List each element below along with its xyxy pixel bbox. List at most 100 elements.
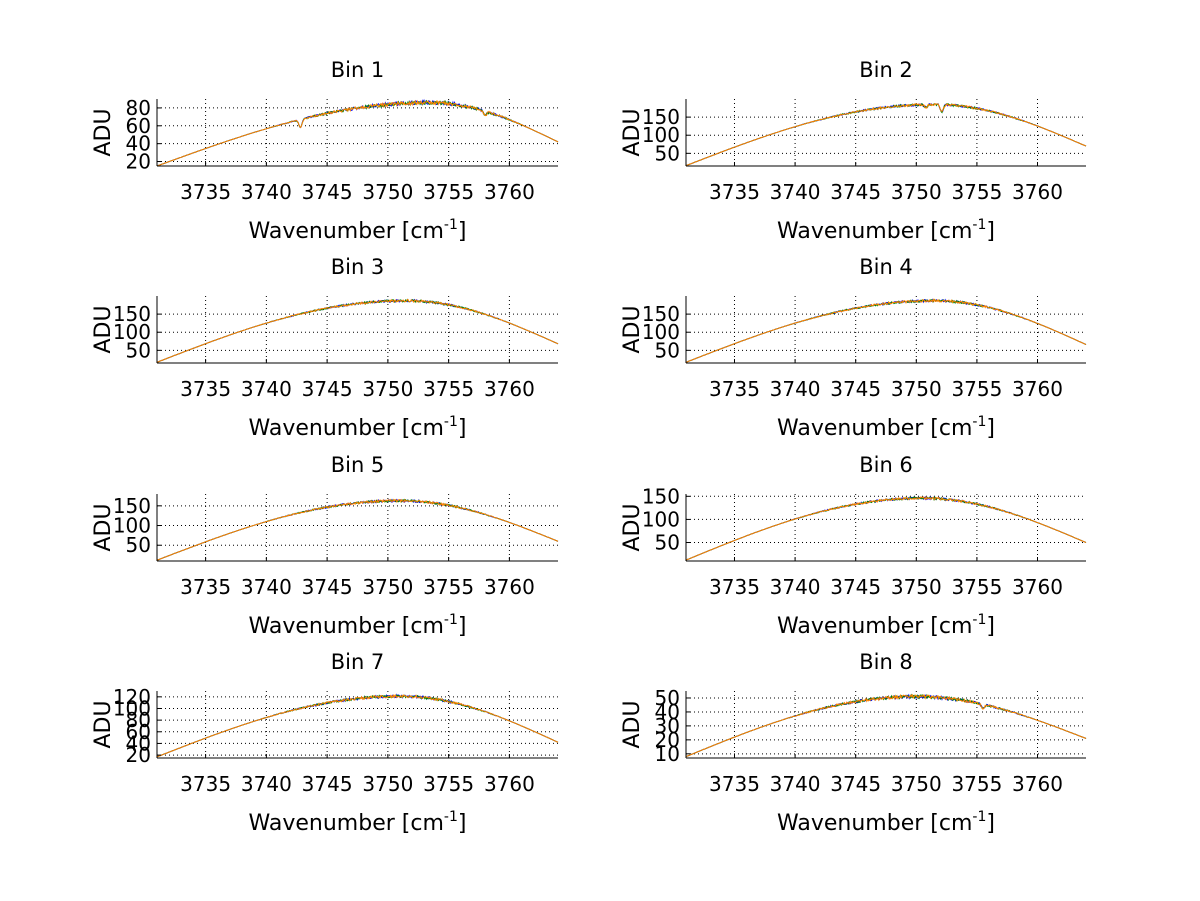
x-axis-label-main: Wavenumber [cm <box>777 614 972 639</box>
x-tick-label: 3755 <box>951 377 1002 401</box>
subplot-title: Bin 4 <box>859 255 913 279</box>
y-tick-label: 150 <box>113 302 151 326</box>
y-tick-label: 150 <box>642 484 680 508</box>
subplot-bin-7: Bin 7 3735 3740 3745 3750 3755 3760 20406080100… <box>91 650 559 836</box>
subplot-title: Bin 6 <box>859 453 913 477</box>
x-tick-label: 3740 <box>241 180 292 204</box>
y-axis-label: ADU <box>620 108 645 156</box>
x-axis-label: Wavenumber [cm-1] <box>249 414 467 441</box>
subplot-title: Bin 3 <box>331 255 385 279</box>
x-tick-label: 3760 <box>484 180 535 204</box>
y-tick-label: 120 <box>113 685 151 709</box>
y-tick-label: 20 <box>126 150 151 174</box>
x-tick-label: 3755 <box>423 575 474 599</box>
y-tick-label: 100 <box>642 320 680 344</box>
x-axis-label-sup: -1 <box>972 612 986 628</box>
y-tick-label: 60 <box>126 720 151 744</box>
y-tick-label: 100 <box>642 507 680 531</box>
x-tick-label: 3750 <box>362 575 413 599</box>
x-axis-label-main: Wavenumber [cm <box>249 811 444 836</box>
x-tick-label: 3745 <box>830 575 881 599</box>
x-axis-label-main: Wavenumber [cm <box>777 811 972 836</box>
x-tick-label: 3735 <box>709 377 760 401</box>
y-tick-label: 40 <box>655 700 680 724</box>
spectrum-series-3 <box>685 693 1087 758</box>
x-axis-label-sup: -1 <box>444 414 458 430</box>
y-tick-label: 150 <box>642 302 680 326</box>
y-tick-label: 50 <box>655 338 680 362</box>
x-axis-label: Wavenumber [cm-1] <box>777 217 995 244</box>
subplot-title: Bin 8 <box>859 650 913 674</box>
spectrum-series-3 <box>156 694 559 758</box>
x-tick-label: 3750 <box>891 180 942 204</box>
y-tick-label: 40 <box>126 731 151 755</box>
y-tick-label: 100 <box>642 123 680 147</box>
x-axis-label: Wavenumber [cm-1] <box>249 217 467 244</box>
x-tick-label: 3750 <box>891 772 942 796</box>
spectrum-series-3 <box>685 495 1087 561</box>
subplot-title: Bin 2 <box>859 58 913 82</box>
x-axis-label-sup: -1 <box>972 809 986 825</box>
x-tick-label: 3760 <box>484 772 535 796</box>
spectrum-series-3 <box>156 498 559 561</box>
x-tick-label: 3740 <box>241 575 292 599</box>
x-axis-label-main: Wavenumber [cm <box>249 219 444 244</box>
subplot-title: Bin 5 <box>331 453 385 477</box>
x-axis-label-end: ] <box>458 811 467 836</box>
x-tick-label: 3755 <box>951 575 1002 599</box>
spectrum-series-3 <box>156 99 559 167</box>
y-axis-label: ADU <box>91 700 116 748</box>
y-tick-label: 100 <box>113 514 151 538</box>
x-axis-label: Wavenumber [cm-1] <box>249 612 467 639</box>
spectrum-series-3 <box>685 102 1087 167</box>
x-axis-label-main: Wavenumber [cm <box>249 614 444 639</box>
y-tick-label: 50 <box>126 533 151 557</box>
x-tick-label: 3755 <box>423 377 474 401</box>
x-axis-label-end: ] <box>986 219 995 244</box>
y-axis-label: ADU <box>91 503 116 551</box>
x-tick-label: 3740 <box>770 377 821 401</box>
x-axis-label-end: ] <box>458 614 467 639</box>
y-tick-label: 50 <box>655 141 680 165</box>
x-tick-label: 3755 <box>951 180 1002 204</box>
x-axis-label: Wavenumber [cm-1] <box>777 612 995 639</box>
subplot-bin-2: Bin 2 3735 3740 3745 3750 3755 3760 50100150ADU… <box>620 58 1087 244</box>
y-tick-label: 40 <box>126 132 151 156</box>
x-tick-label: 3760 <box>1012 180 1063 204</box>
x-tick-label: 3745 <box>302 575 353 599</box>
subplot-title: Bin 1 <box>331 58 385 82</box>
y-tick-label: 150 <box>113 494 151 518</box>
x-tick-label: 3745 <box>302 377 353 401</box>
x-tick-label: 3750 <box>362 772 413 796</box>
x-tick-label: 3760 <box>1012 575 1063 599</box>
subplot-bin-5: Bin 5 3735 3740 3745 3750 3755 3760 50100150ADU… <box>91 453 559 639</box>
x-axis-label: Wavenumber [cm-1] <box>777 414 995 441</box>
x-tick-label: 3750 <box>362 180 413 204</box>
x-tick-label: 3750 <box>362 377 413 401</box>
subplot-bin-6: Bin 6 3735 3740 3745 3750 3755 3760 50100150ADU… <box>620 453 1087 639</box>
y-tick-label: 60 <box>126 114 151 138</box>
x-axis-label-sup: -1 <box>444 217 458 233</box>
x-axis-label-sup: -1 <box>972 414 986 430</box>
x-tick-label: 3745 <box>830 377 881 401</box>
y-axis-label: ADU <box>91 305 116 353</box>
y-tick-label: 50 <box>126 338 151 362</box>
x-tick-label: 3740 <box>241 772 292 796</box>
x-tick-label: 3735 <box>180 575 231 599</box>
spectrum-series-3 <box>685 298 1087 363</box>
x-tick-label: 3735 <box>709 772 760 796</box>
y-tick-label: 150 <box>642 105 680 129</box>
x-axis-label-end: ] <box>458 219 467 244</box>
y-tick-label: 100 <box>113 320 151 344</box>
spectrum-series-3 <box>156 298 559 363</box>
x-tick-label: 3755 <box>423 772 474 796</box>
x-tick-label: 3745 <box>302 772 353 796</box>
x-axis-label-sup: -1 <box>444 809 458 825</box>
x-tick-label: 3745 <box>830 772 881 796</box>
x-tick-label: 3740 <box>770 575 821 599</box>
y-tick-label: 80 <box>126 708 151 732</box>
y-tick-label: 10 <box>655 742 680 766</box>
x-axis-label-main: Wavenumber [cm <box>249 416 444 441</box>
